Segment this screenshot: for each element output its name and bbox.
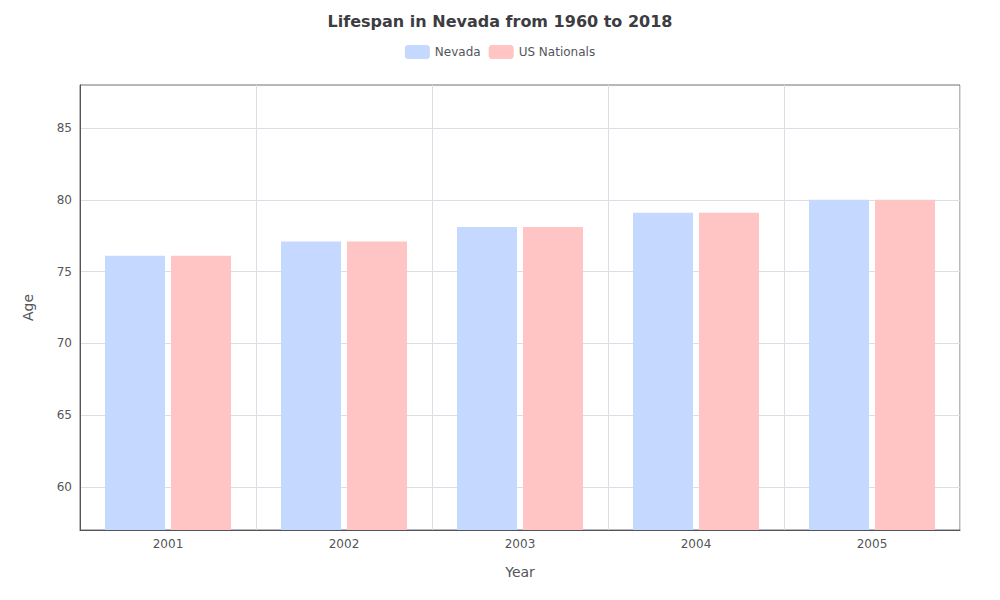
svg-text:US Nationals: US Nationals xyxy=(519,45,595,59)
svg-text:2002: 2002 xyxy=(329,537,360,551)
svg-text:85: 85 xyxy=(57,121,72,135)
svg-text:70: 70 xyxy=(57,336,72,350)
svg-text:2001: 2001 xyxy=(153,537,184,551)
svg-text:Nevada: Nevada xyxy=(435,45,481,59)
svg-text:2005: 2005 xyxy=(857,537,888,551)
svg-text:65: 65 xyxy=(57,408,72,422)
svg-text:80: 80 xyxy=(57,193,72,207)
svg-text:Year: Year xyxy=(504,564,535,580)
svg-text:2003: 2003 xyxy=(505,537,536,551)
svg-text:Lifespan in Nevada from 1960 t: Lifespan in Nevada from 1960 to 2018 xyxy=(328,12,673,31)
svg-text:Age: Age xyxy=(20,294,36,321)
svg-text:75: 75 xyxy=(57,265,72,279)
svg-text:2004: 2004 xyxy=(681,537,712,551)
svg-text:60: 60 xyxy=(57,480,72,494)
